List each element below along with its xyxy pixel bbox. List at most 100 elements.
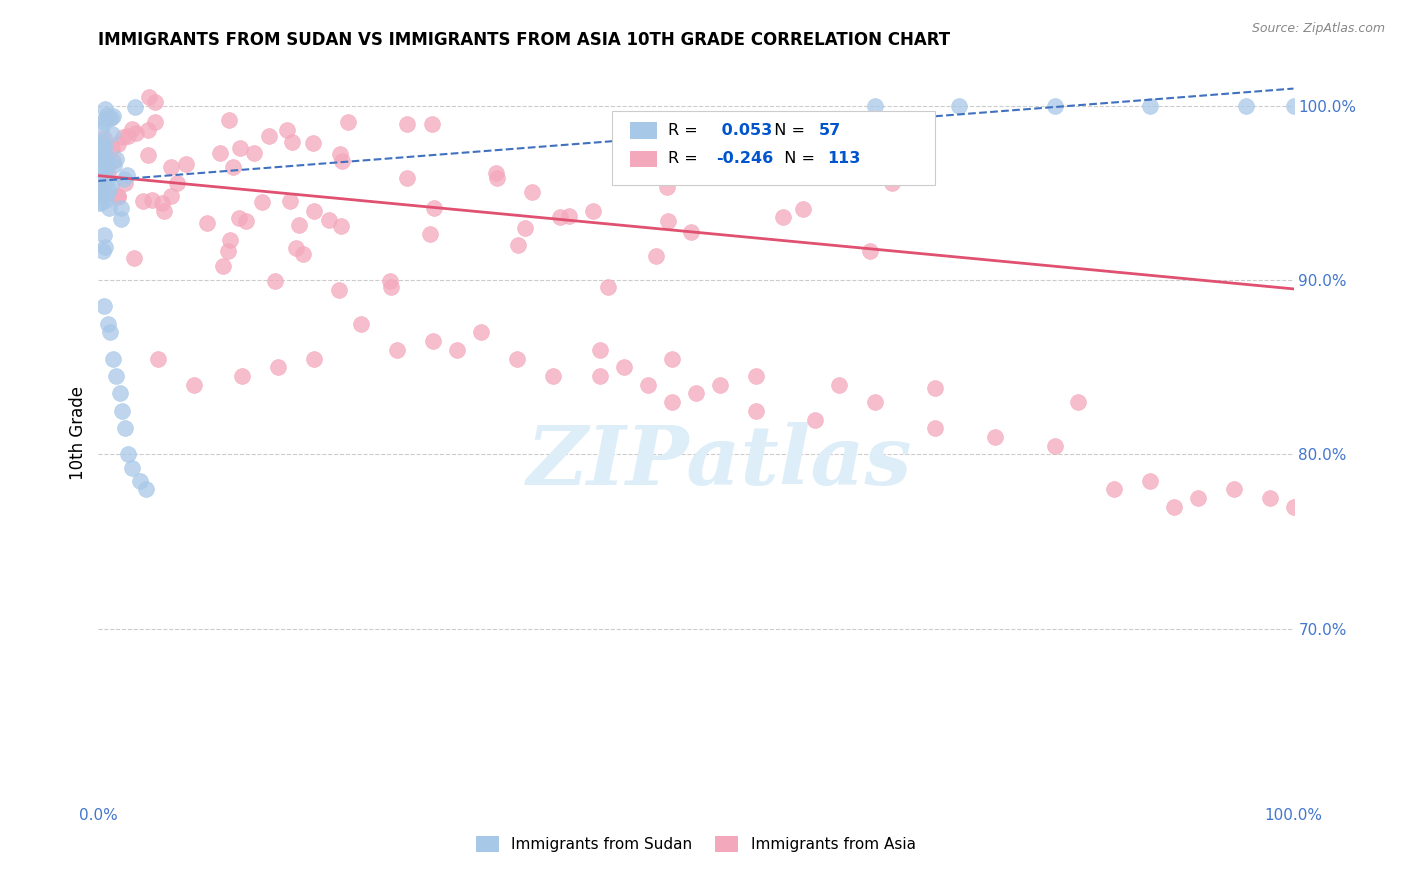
Point: [100, 176, 122, 190]
Point: [98, 111, 121, 125]
Point: [865, 395, 887, 409]
Point: [858, 244, 880, 258]
Point: [101, 351, 124, 366]
Point: [1282, 99, 1305, 113]
Point: [94, 102, 117, 116]
Point: [287, 218, 309, 232]
Point: [661, 395, 683, 409]
Point: [264, 274, 287, 288]
Point: [1139, 474, 1161, 488]
Point: [122, 251, 145, 265]
Point: [103, 158, 125, 172]
Point: [93, 176, 115, 190]
Point: [136, 122, 159, 136]
Point: [329, 146, 352, 161]
Point: [121, 121, 143, 136]
Text: 57: 57: [820, 123, 841, 138]
Point: [91, 244, 114, 259]
Point: [470, 326, 492, 340]
Point: [350, 317, 373, 331]
Point: [93, 186, 115, 201]
Point: [89, 138, 111, 153]
Point: [219, 233, 242, 247]
Point: [661, 351, 683, 366]
Point: [243, 146, 266, 161]
Point: [153, 204, 176, 219]
Point: [645, 249, 668, 263]
Point: [804, 412, 827, 426]
Point: [89, 151, 111, 165]
Point: [1234, 99, 1257, 113]
FancyBboxPatch shape: [613, 111, 935, 185]
Point: [657, 214, 679, 228]
Text: R =: R =: [668, 123, 703, 138]
Point: [93, 115, 115, 129]
Point: [484, 166, 506, 180]
Point: [90, 121, 112, 136]
Point: [267, 360, 290, 375]
Point: [596, 280, 619, 294]
Point: [276, 123, 298, 137]
Point: [93, 112, 115, 126]
Point: [613, 360, 636, 375]
Point: [98, 326, 122, 340]
Point: [657, 180, 679, 194]
Point: [89, 180, 111, 194]
Point: [97, 183, 120, 197]
Point: [97, 317, 120, 331]
Point: [212, 259, 235, 273]
Point: [328, 283, 350, 297]
Point: [101, 154, 124, 169]
Point: [984, 430, 1007, 444]
Point: [222, 160, 245, 174]
Point: [924, 381, 946, 395]
Point: [90, 138, 112, 153]
Point: [924, 421, 946, 435]
Point: [141, 193, 163, 207]
Text: IMMIGRANTS FROM SUDAN VS IMMIGRANTS FROM ASIA 10TH GRADE CORRELATION CHART: IMMIGRANTS FROM SUDAN VS IMMIGRANTS FROM…: [98, 31, 950, 49]
Point: [91, 145, 114, 160]
Point: [1139, 99, 1161, 113]
Point: [108, 386, 131, 401]
Point: [94, 140, 117, 154]
Point: [229, 141, 252, 155]
Point: [183, 377, 205, 392]
Point: [380, 279, 402, 293]
Point: [709, 377, 731, 392]
Point: [124, 100, 146, 114]
Point: [828, 377, 851, 392]
Point: [948, 99, 970, 113]
Text: R =: R =: [668, 151, 703, 166]
Point: [745, 404, 768, 418]
Point: [100, 111, 122, 125]
Point: [93, 131, 115, 145]
Point: [301, 136, 323, 151]
Point: [91, 163, 114, 178]
Point: [89, 196, 111, 211]
Point: [93, 299, 115, 313]
Point: [138, 90, 160, 104]
Point: [150, 196, 173, 211]
Text: N =: N =: [763, 123, 810, 138]
Point: [91, 170, 114, 185]
Point: [280, 135, 302, 149]
Point: [582, 204, 605, 219]
Point: [506, 351, 529, 366]
Point: [117, 447, 139, 461]
Point: [330, 219, 353, 233]
Point: [589, 369, 612, 384]
Point: [104, 152, 127, 166]
Point: [94, 240, 117, 254]
Text: 0.053: 0.053: [716, 123, 772, 138]
Point: [96, 149, 118, 163]
Point: [91, 149, 114, 163]
Point: [378, 274, 401, 288]
Point: [145, 95, 167, 109]
Point: [513, 220, 536, 235]
Point: [110, 212, 132, 227]
Point: [385, 343, 409, 357]
Point: [93, 227, 115, 242]
Point: [420, 117, 443, 131]
Point: [148, 351, 170, 366]
Point: [218, 112, 240, 127]
